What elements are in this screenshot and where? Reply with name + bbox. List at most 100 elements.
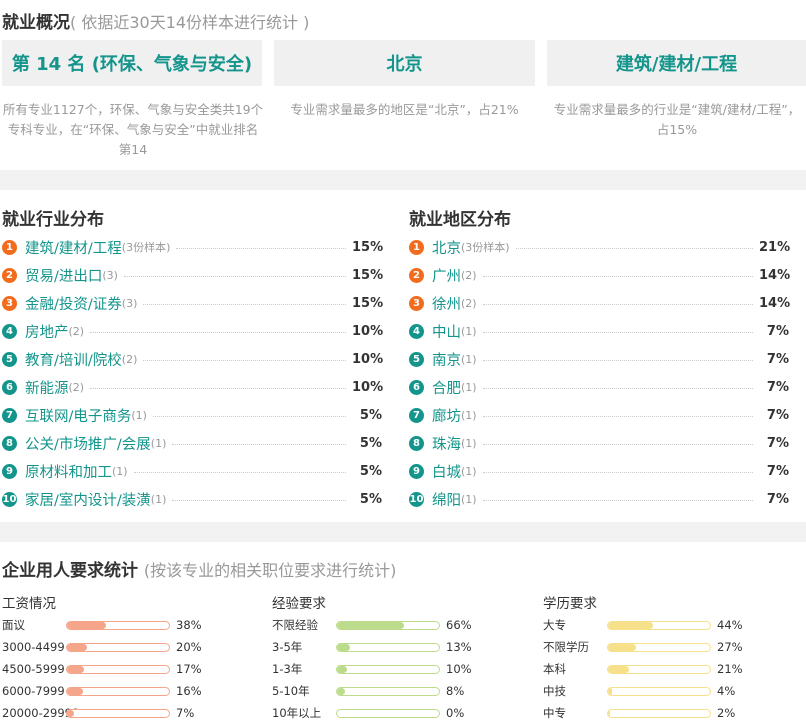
section-divider bbox=[0, 522, 806, 542]
region-item-name[interactable]: 珠海 bbox=[432, 436, 461, 453]
industry-item-percent: 10% bbox=[352, 379, 384, 395]
region-item[interactable]: 7 廊坊 (1) 7% bbox=[409, 401, 789, 429]
industry-item[interactable]: 9 原材料和加工 (1) 5% bbox=[2, 457, 382, 485]
industry-item-count: (2) bbox=[68, 324, 85, 338]
region-item-name[interactable]: 白城 bbox=[432, 464, 461, 481]
industry-item[interactable]: 6 新能源 (2) 10% bbox=[2, 373, 384, 401]
region-item-name[interactable]: 中山 bbox=[432, 324, 461, 341]
industry-item[interactable]: 10 家居/室内设计/装潢 (1) 5% bbox=[2, 485, 382, 513]
rank-badge: 4 bbox=[409, 323, 424, 339]
industry-item-percent: 10% bbox=[352, 351, 384, 367]
rank-badge: 7 bbox=[2, 407, 17, 423]
industry-item[interactable]: 7 互联网/电子商务 (1) 5% bbox=[2, 401, 382, 429]
requirement-percent: 44% bbox=[717, 618, 743, 632]
region-item-percent: 14% bbox=[759, 295, 791, 311]
requirement-percent: 27% bbox=[717, 640, 743, 654]
region-item-name[interactable]: 广州 bbox=[432, 268, 461, 285]
region-item-name[interactable]: 徐州 bbox=[432, 296, 461, 313]
region-item-count: (1) bbox=[461, 380, 477, 394]
rank-badge: 8 bbox=[2, 435, 17, 451]
rank-badge: 1 bbox=[2, 239, 17, 255]
industry-item[interactable]: 1 建筑/建材/工程 (3份样本) 15% bbox=[2, 233, 384, 261]
industry-item-count: (1) bbox=[150, 492, 167, 506]
dotted-leader bbox=[152, 415, 346, 417]
industry-item-percent: 15% bbox=[352, 267, 384, 283]
progress-fill bbox=[608, 687, 613, 695]
dotted-leader bbox=[123, 275, 346, 277]
industry-item[interactable]: 4 房地产 (2) 10% bbox=[2, 317, 384, 345]
industry-item-name[interactable]: 房地产 bbox=[25, 324, 69, 341]
industry-item[interactable]: 8 公关/市场推广/会展 (1) 5% bbox=[2, 429, 382, 457]
region-item-name[interactable]: 合肥 bbox=[432, 380, 461, 397]
industry-item-name[interactable]: 教育/培训/院校 bbox=[25, 352, 122, 369]
industry-item[interactable]: 5 教育/培训/院校 (2) 10% bbox=[2, 345, 384, 373]
overview-industry-box: 建筑/建材/工程 bbox=[547, 40, 806, 86]
rank-badge: 10 bbox=[2, 491, 17, 507]
industry-item-percent: 5% bbox=[359, 407, 382, 423]
education-column: 学历要求 大专 44% 不限学历 27% 本科 21% 中技 4% 中专 2% bbox=[543, 592, 743, 724]
region-item[interactable]: 4 中山 (1) 7% bbox=[409, 317, 789, 345]
dotted-leader bbox=[176, 247, 346, 249]
overview-rank-desc: 所有专业1127个，环保、气象与安全类共19个专科专业，在“环保、气象与安全”中… bbox=[2, 102, 264, 157]
industry-item-name[interactable]: 建筑/建材/工程 bbox=[25, 240, 122, 257]
progress-fill bbox=[337, 621, 405, 629]
progress-fill bbox=[608, 709, 611, 717]
region-item[interactable]: 6 合肥 (1) 7% bbox=[409, 373, 789, 401]
region-item-name[interactable]: 南京 bbox=[432, 352, 461, 369]
overview-region-headline: 北京 bbox=[386, 54, 423, 75]
industry-item-name[interactable]: 贸易/进出口 bbox=[25, 268, 103, 285]
industry-item-name[interactable]: 原材料和加工 bbox=[25, 464, 112, 481]
industry-item-count: (3) bbox=[121, 296, 138, 310]
industry-item-percent: 15% bbox=[352, 295, 384, 311]
region-item[interactable]: 8 珠海 (1) 7% bbox=[409, 429, 789, 457]
requirement-row: 20000-29999 7% bbox=[2, 702, 202, 724]
region-list: 1 北京 (3份样本) 21% 2 广州 (2) 14% 3 徐州 (2) 14% 4 中山 (1) 7% 5 南… bbox=[409, 233, 791, 513]
dotted-leader bbox=[133, 471, 346, 473]
dotted-leader bbox=[482, 499, 753, 501]
region-item-count: (1) bbox=[461, 408, 477, 422]
region-item-count: (1) bbox=[461, 464, 477, 478]
progress-bar bbox=[336, 642, 440, 652]
region-item-name[interactable]: 廊坊 bbox=[432, 408, 461, 425]
requirement-label: 6000-7999 bbox=[2, 684, 65, 698]
industry-item-name[interactable]: 家居/室内设计/装潢 bbox=[25, 492, 151, 509]
industry-item-count: (3) bbox=[102, 268, 118, 282]
requirement-row: 10年以上 0% bbox=[272, 702, 472, 724]
industry-item-name[interactable]: 新能源 bbox=[25, 380, 69, 397]
region-item-count: (1) bbox=[461, 324, 477, 338]
requirement-percent: 0% bbox=[446, 706, 465, 720]
requirement-label: 4500-5999 bbox=[2, 662, 65, 676]
region-item-name[interactable]: 北京 bbox=[432, 240, 461, 257]
region-item[interactable]: 9 白城 (1) 7% bbox=[409, 457, 789, 485]
region-item[interactable]: 5 南京 (1) 7% bbox=[409, 345, 789, 373]
progress-fill bbox=[67, 643, 88, 651]
industry-item-name[interactable]: 互联网/电子商务 bbox=[25, 408, 132, 425]
rank-badge: 6 bbox=[409, 379, 424, 395]
industry-item-percent: 15% bbox=[352, 239, 384, 255]
region-item[interactable]: 2 广州 (2) 14% bbox=[409, 261, 790, 289]
requirement-percent: 17% bbox=[176, 662, 202, 676]
industry-item-name[interactable]: 公关/市场推广/会展 bbox=[25, 436, 151, 453]
progress-bar bbox=[336, 620, 440, 630]
industry-item-percent: 10% bbox=[352, 323, 384, 339]
region-item[interactable]: 3 徐州 (2) 14% bbox=[409, 289, 791, 317]
progress-fill bbox=[67, 665, 85, 673]
region-item-percent: 7% bbox=[766, 435, 789, 451]
region-item[interactable]: 10 绵阳 (1) 7% bbox=[409, 485, 789, 513]
requirement-percent: 13% bbox=[446, 640, 472, 654]
overview-rank-box: 第 14 名 (环保、气象与安全) bbox=[2, 40, 262, 86]
requirement-heading: 经验要求 bbox=[272, 596, 326, 612]
industry-item[interactable]: 2 贸易/进出口 (3) 15% bbox=[2, 261, 384, 289]
industry-item-count: (1) bbox=[112, 464, 128, 478]
requirement-row: 中技 4% bbox=[543, 680, 743, 702]
requirement-row: 3-5年 13% bbox=[272, 636, 472, 658]
region-item-name[interactable]: 绵阳 bbox=[432, 492, 461, 509]
progress-bar bbox=[607, 686, 711, 696]
industry-item[interactable]: 3 金融/投资/证券 (3) 15% bbox=[2, 289, 384, 317]
requirement-row: 大专 44% bbox=[543, 614, 743, 636]
industry-item-name[interactable]: 金融/投资/证券 bbox=[25, 296, 122, 313]
industry-item-percent: 5% bbox=[359, 491, 382, 507]
region-item[interactable]: 1 北京 (3份样本) 21% bbox=[409, 233, 790, 261]
requirement-label: 中专 bbox=[543, 706, 566, 720]
dotted-leader bbox=[172, 499, 346, 501]
